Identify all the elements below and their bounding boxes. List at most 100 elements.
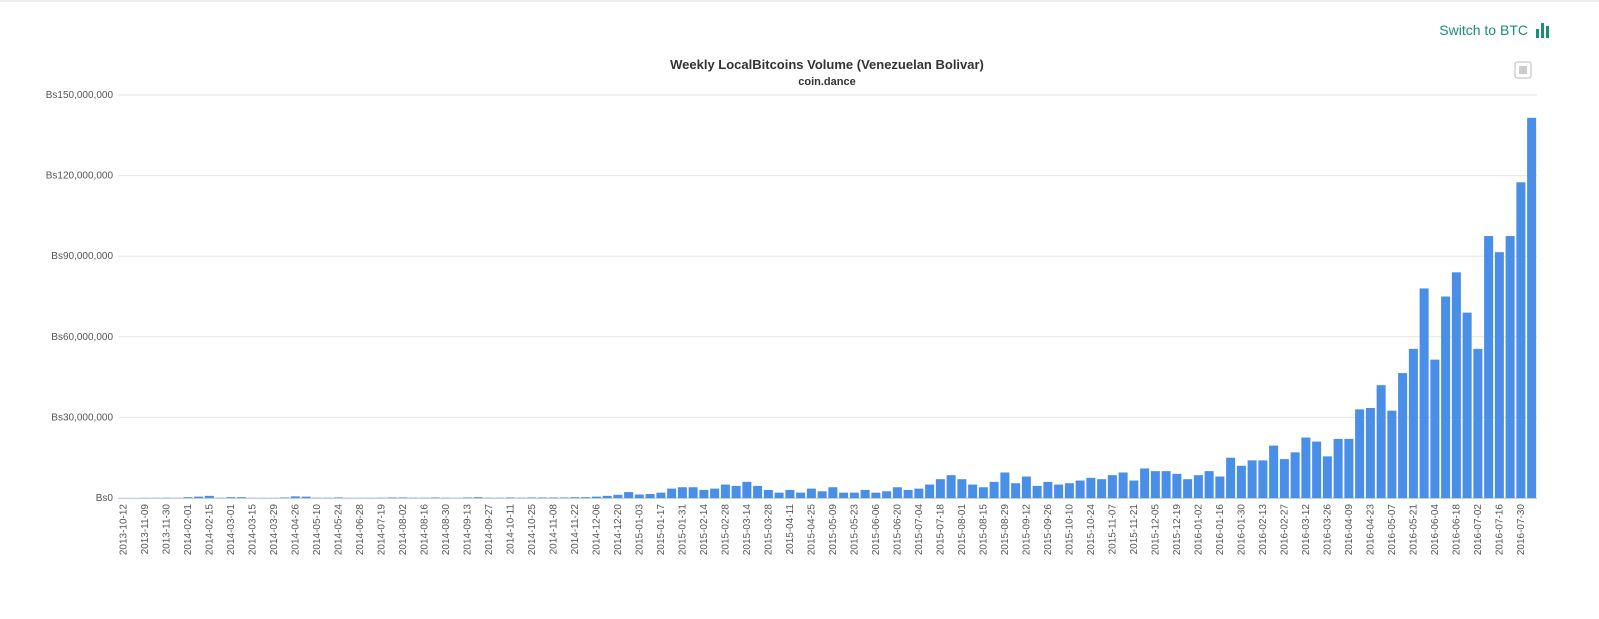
bar (914, 489, 923, 498)
bar (1183, 479, 1192, 498)
bar (1248, 460, 1257, 498)
bar (463, 497, 472, 498)
y-tick-label: Bs0 (96, 493, 114, 504)
bar (893, 487, 902, 498)
bar (721, 485, 730, 498)
bar (753, 486, 762, 498)
bar (194, 497, 203, 498)
bar (302, 497, 311, 498)
x-tick-label: 2015-01-17 (656, 504, 667, 556)
bar (1033, 486, 1042, 498)
y-tick-label: Bs150,000,000 (46, 90, 114, 101)
x-tick-label: 2015-07-04 (914, 504, 925, 556)
bar (334, 497, 343, 498)
x-tick-label: 2015-03-28 (763, 504, 774, 556)
bar (656, 493, 665, 498)
switch-link[interactable]: Switch to BTC (1439, 22, 1528, 38)
bar (603, 496, 612, 498)
bar (968, 485, 977, 498)
bar (732, 486, 741, 498)
x-tick-label: 2015-08-15 (978, 504, 989, 556)
bar (1076, 481, 1085, 498)
chart-title: Weekly LocalBitcoins Volume (Venezuelan … (670, 57, 984, 72)
bar (990, 482, 999, 498)
bar (785, 490, 794, 498)
x-tick-label: 2016-02-13 (1258, 504, 1269, 556)
bar (699, 490, 708, 498)
x-tick-label: 2015-05-23 (849, 504, 860, 556)
y-tick-label: Bs120,000,000 (46, 171, 114, 182)
bar (1043, 482, 1052, 498)
x-tick-label: 2014-09-27 (484, 504, 495, 556)
x-tick-label: 2015-06-20 (892, 504, 903, 556)
x-tick-label: 2014-10-11 (505, 504, 516, 555)
bar (1226, 458, 1235, 498)
bar (1398, 373, 1407, 498)
x-tick-label: 2014-04-26 (290, 504, 301, 556)
bar (1097, 479, 1106, 498)
y-tick-label: Bs90,000,000 (51, 251, 113, 262)
bar (1162, 471, 1171, 498)
bar (1108, 475, 1117, 498)
bar (1215, 477, 1224, 498)
bar (474, 497, 483, 498)
bar (1065, 483, 1074, 498)
bar (570, 497, 579, 498)
bar (538, 497, 547, 498)
bar (957, 479, 966, 498)
x-tick-label: 2016-04-09 (1344, 504, 1355, 556)
bar (527, 497, 536, 498)
x-tick-label: 2015-12-05 (1150, 504, 1161, 556)
bar (1473, 349, 1482, 498)
x-tick-label: 2013-11-09 (140, 504, 151, 555)
x-tick-label: 2014-05-24 (333, 504, 344, 556)
bar (925, 485, 934, 498)
x-tick-label: 2014-10-25 (527, 504, 538, 556)
bar (1495, 252, 1504, 498)
x-tick-label: 2015-03-14 (742, 504, 753, 556)
bar (1129, 481, 1138, 498)
bar (1194, 475, 1203, 498)
bar (839, 493, 848, 498)
x-tick-label: 2015-09-12 (1021, 504, 1032, 556)
x-tick-label: 2016-07-02 (1473, 504, 1484, 556)
x-tick-label: 2014-11-08 (548, 504, 559, 555)
bar (904, 490, 913, 498)
menu-button[interactable] (1515, 62, 1531, 78)
bar (1086, 478, 1095, 498)
bar (1366, 408, 1375, 498)
bar (1323, 456, 1332, 498)
x-tick-label: 2015-06-06 (871, 504, 882, 556)
x-tick-label: 2015-12-19 (1172, 504, 1183, 556)
x-tick-label: 2014-02-01 (183, 504, 194, 556)
bar (775, 493, 784, 498)
bar (237, 497, 246, 498)
x-tick-label: 2016-05-07 (1387, 504, 1398, 556)
bar (1291, 452, 1300, 498)
bar (979, 487, 988, 498)
bar (1312, 442, 1321, 498)
bar (1280, 459, 1289, 498)
bar (1269, 446, 1278, 498)
bar (1011, 483, 1020, 498)
x-tick-label: 2016-01-16 (1215, 504, 1226, 556)
bar (850, 493, 859, 498)
x-tick-label: 2016-07-16 (1494, 504, 1505, 556)
bar (1409, 349, 1418, 498)
x-tick-label: 2014-08-30 (441, 504, 452, 556)
y-tick-label: Bs30,000,000 (51, 412, 113, 423)
bar (1119, 472, 1128, 498)
bar (1484, 236, 1493, 498)
switch-icon[interactable] (1536, 23, 1549, 38)
x-tick-label: 2014-07-19 (376, 504, 387, 556)
bar (689, 487, 698, 498)
bar (1205, 471, 1214, 498)
x-tick-label: 2015-08-01 (957, 504, 968, 556)
bar (592, 497, 601, 498)
x-tick-label: 2014-12-20 (613, 504, 624, 556)
chart-subtitle: coin.dance (798, 76, 855, 88)
bar (431, 497, 440, 498)
bar (581, 497, 590, 498)
x-tick-label: 2016-01-30 (1236, 504, 1247, 556)
